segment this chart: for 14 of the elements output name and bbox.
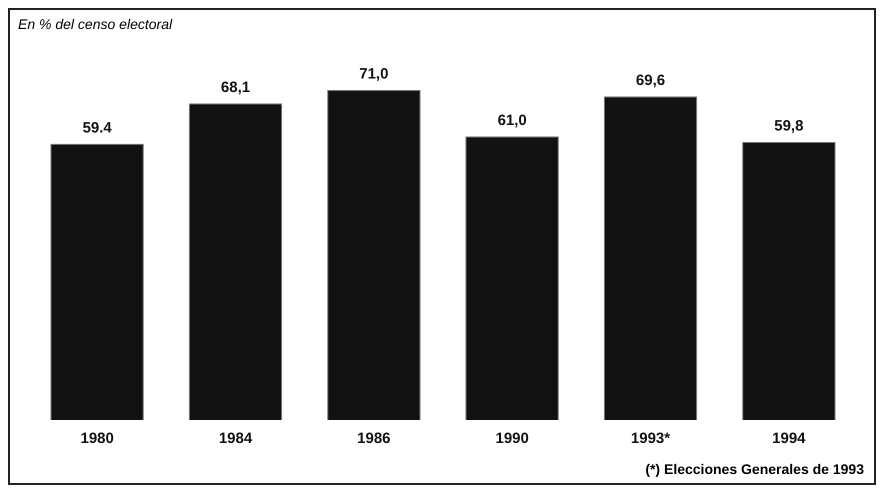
x-tick-label: 1986 bbox=[357, 430, 391, 448]
x-tick-label: 1993* bbox=[630, 430, 670, 448]
data-label: 59.4 bbox=[82, 119, 112, 136]
text: (*) Elecciones Generales de 1993 bbox=[645, 461, 864, 477]
data-label: 61,0 bbox=[498, 112, 527, 129]
x-tick-label: 1990 bbox=[495, 430, 529, 448]
data-label: 69,6 bbox=[636, 72, 666, 89]
x-tick-label: 1980 bbox=[80, 430, 114, 448]
x-tick-label: 1984 bbox=[218, 430, 253, 448]
data-label: 59,8 bbox=[774, 118, 804, 135]
chart-title: En % del censo electoral bbox=[18, 16, 172, 32]
x-tick-label: 1994 bbox=[772, 430, 806, 448]
data-label: 68,1 bbox=[220, 78, 250, 96]
data-label: 71,0 bbox=[359, 65, 388, 82]
